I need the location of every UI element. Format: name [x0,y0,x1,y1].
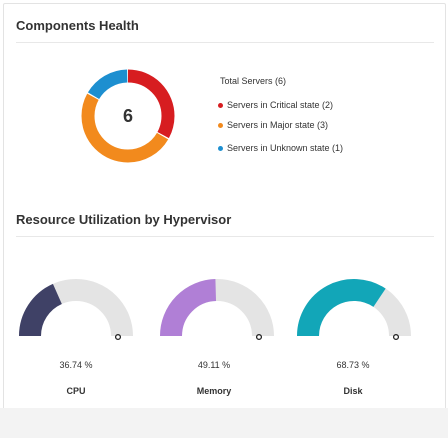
resource-utilization-divider [16,236,434,237]
cpu-gauge-value [19,283,63,337]
legend-item-critical[interactable]: Servers in Critical state (2) [218,100,333,110]
components-health-divider [16,42,434,43]
dashboard-panel: Components Health 6 Total Servers (6) Se… [3,3,446,410]
legend-label-unknown: Servers in Unknown state (1) [227,143,344,153]
legend-item-unknown[interactable]: Servers in Unknown state (1) [218,143,343,153]
cpu-gauge-end-marker-icon [114,333,122,341]
memory-label: Memory [196,386,232,396]
legend-title: Total Servers (6) [220,76,287,86]
resource-utilization-title: Resource Utilization by Hypervisor [16,212,232,227]
cpu-gauge [19,279,133,341]
disk-label: Disk [343,386,363,396]
cpu-percent: 36.74 % [59,360,93,370]
disk-gauge-value [297,279,386,337]
legend-item-major[interactable]: Servers in Major state (3) [218,120,328,130]
donut-slice-critical[interactable] [81,69,175,163]
legend-label-critical: Servers in Critical state (2) [227,100,334,110]
cpu-label: CPU [66,386,86,396]
memory-gauge [160,279,274,341]
donut-slice-major[interactable] [81,69,175,163]
legend-dot-unknown-icon [218,145,223,151]
disk-gauge-end-marker-icon [392,333,400,341]
disk-percent: 68.73 % [336,360,370,370]
memory-percent: 49.11 % [197,360,231,370]
components-health-donut [81,69,175,163]
legend-dot-major-icon [218,122,223,128]
legend-label-major: Servers in Major state (3) [227,120,329,130]
legend-dot-critical-icon [218,102,223,108]
memory-gauge-end-marker-icon [255,333,263,341]
memory-gauge-value [160,279,217,337]
footer-band [0,408,448,438]
disk-gauge [297,279,411,341]
donut-center-total: 6 [122,105,133,126]
components-health-title: Components Health [16,18,139,33]
